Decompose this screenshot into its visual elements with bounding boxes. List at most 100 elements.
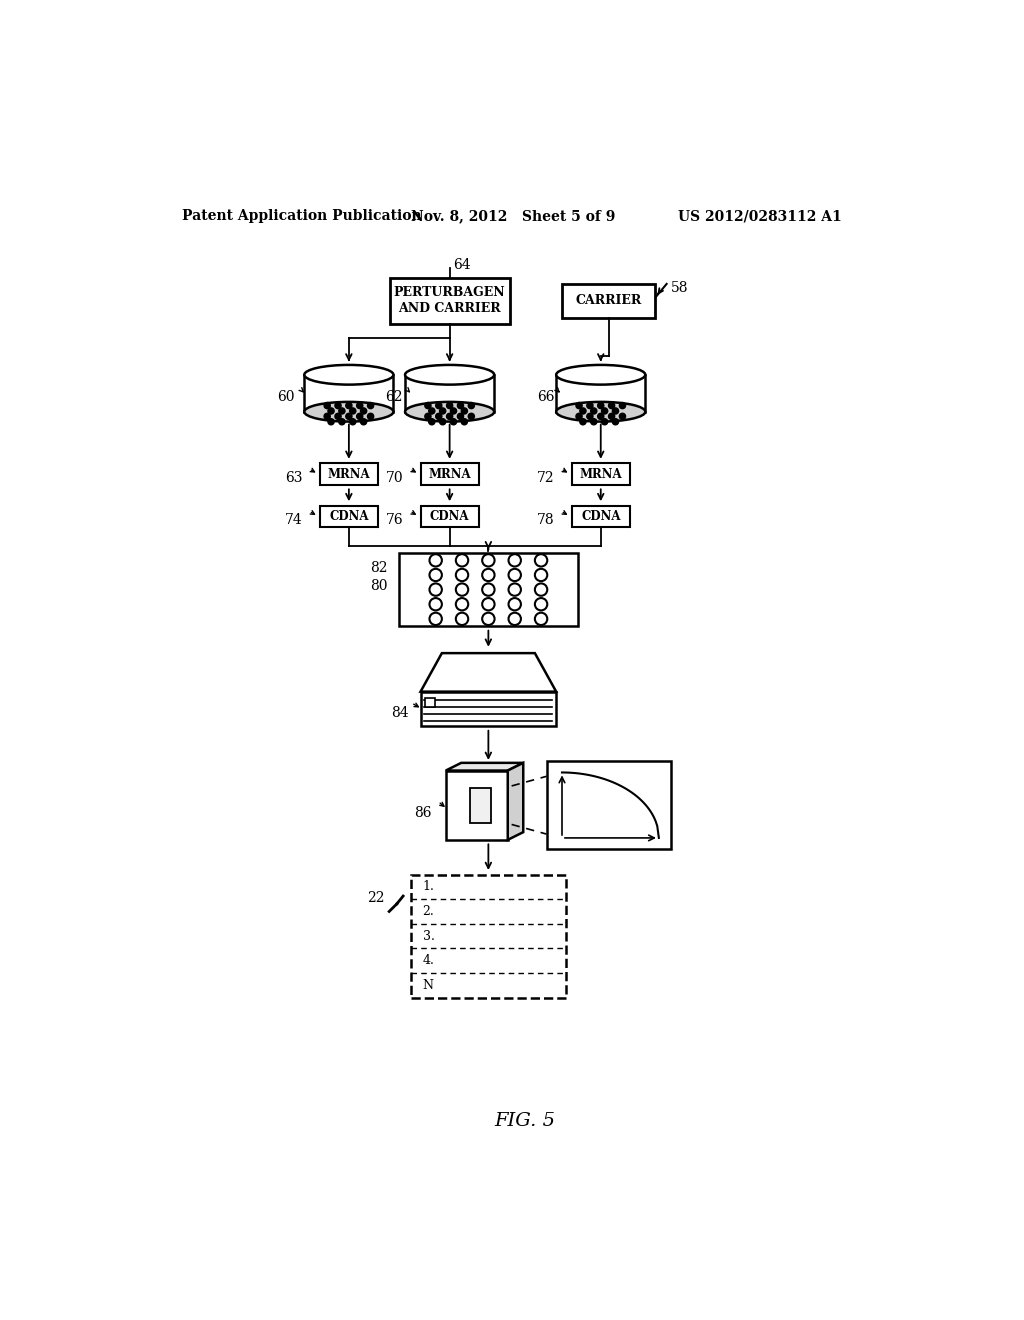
Circle shape — [575, 403, 583, 409]
Bar — [319, 463, 378, 484]
Circle shape — [468, 403, 474, 409]
Bar — [411, 875, 566, 998]
Circle shape — [324, 413, 331, 420]
Circle shape — [339, 408, 345, 414]
Circle shape — [435, 413, 442, 420]
Polygon shape — [421, 653, 556, 692]
Text: 66: 66 — [537, 391, 554, 404]
Circle shape — [339, 418, 345, 425]
Bar — [319, 506, 378, 527]
Circle shape — [439, 418, 445, 425]
Text: 78: 78 — [537, 513, 555, 527]
Ellipse shape — [304, 364, 393, 384]
Circle shape — [587, 403, 593, 409]
Circle shape — [446, 403, 453, 409]
Circle shape — [587, 413, 593, 420]
Circle shape — [575, 413, 583, 420]
Circle shape — [468, 413, 474, 420]
Circle shape — [601, 418, 607, 425]
Bar — [421, 506, 478, 527]
Circle shape — [368, 403, 374, 409]
Bar — [571, 506, 630, 527]
Text: 3.: 3. — [423, 929, 434, 942]
Circle shape — [458, 403, 464, 409]
Circle shape — [580, 418, 586, 425]
Text: FIG. 5: FIG. 5 — [495, 1111, 555, 1130]
Circle shape — [446, 413, 453, 420]
Circle shape — [368, 413, 374, 420]
Bar — [571, 463, 630, 484]
Circle shape — [620, 403, 626, 409]
Bar — [556, 375, 645, 412]
Text: 58: 58 — [671, 281, 688, 294]
Bar — [425, 698, 434, 708]
Text: 76: 76 — [386, 513, 403, 527]
Bar — [470, 788, 492, 822]
Circle shape — [328, 418, 334, 425]
Text: 82: 82 — [370, 561, 388, 576]
Text: CDNA: CDNA — [581, 510, 621, 523]
Circle shape — [328, 408, 334, 414]
Text: CARRIER: CARRIER — [575, 294, 642, 308]
Text: CDNA: CDNA — [329, 510, 369, 523]
Circle shape — [356, 403, 362, 409]
Circle shape — [612, 408, 618, 414]
Bar — [547, 760, 671, 850]
Text: 64: 64 — [454, 257, 471, 272]
Text: 1.: 1. — [423, 880, 434, 894]
Text: PERTURBAGEN
AND CARRIER: PERTURBAGEN AND CARRIER — [394, 286, 506, 315]
Circle shape — [360, 408, 367, 414]
Circle shape — [335, 403, 341, 409]
Circle shape — [598, 403, 604, 409]
Polygon shape — [445, 763, 523, 771]
Text: 62: 62 — [386, 391, 403, 404]
Circle shape — [346, 413, 352, 420]
Circle shape — [591, 418, 597, 425]
Text: US 2012/0283112 A1: US 2012/0283112 A1 — [678, 209, 842, 223]
Circle shape — [335, 413, 341, 420]
Circle shape — [439, 408, 445, 414]
Circle shape — [620, 413, 626, 420]
Circle shape — [598, 413, 604, 420]
Text: N: N — [423, 979, 433, 991]
Text: 80: 80 — [370, 578, 388, 593]
Circle shape — [324, 403, 331, 409]
Bar — [421, 463, 478, 484]
Ellipse shape — [556, 401, 645, 421]
Text: 86: 86 — [415, 807, 432, 820]
Text: MRNA: MRNA — [328, 467, 371, 480]
Circle shape — [580, 408, 586, 414]
Ellipse shape — [304, 401, 393, 421]
Circle shape — [360, 418, 367, 425]
Polygon shape — [508, 763, 523, 840]
Text: Patent Application Publication: Patent Application Publication — [182, 209, 422, 223]
Bar — [421, 692, 556, 726]
Text: 22: 22 — [368, 891, 385, 904]
Circle shape — [451, 418, 457, 425]
Circle shape — [425, 403, 431, 409]
Polygon shape — [445, 771, 508, 840]
Circle shape — [591, 408, 597, 414]
Bar — [399, 553, 578, 626]
Bar — [304, 375, 393, 412]
Text: 4.: 4. — [423, 954, 434, 968]
Circle shape — [458, 413, 464, 420]
Text: 70: 70 — [386, 471, 403, 484]
Text: MRNA: MRNA — [580, 467, 622, 480]
Circle shape — [461, 418, 467, 425]
Text: CDNA: CDNA — [430, 510, 469, 523]
Ellipse shape — [556, 364, 645, 384]
Circle shape — [429, 408, 435, 414]
Circle shape — [435, 403, 442, 409]
Text: MRNA: MRNA — [428, 467, 471, 480]
Circle shape — [349, 408, 356, 414]
Text: 60: 60 — [278, 391, 295, 404]
Circle shape — [601, 408, 607, 414]
Bar — [406, 375, 495, 412]
Text: 63: 63 — [286, 471, 303, 484]
Circle shape — [349, 418, 356, 425]
Text: Nov. 8, 2012   Sheet 5 of 9: Nov. 8, 2012 Sheet 5 of 9 — [411, 209, 615, 223]
Circle shape — [429, 418, 435, 425]
Ellipse shape — [406, 401, 495, 421]
Bar — [389, 277, 510, 323]
